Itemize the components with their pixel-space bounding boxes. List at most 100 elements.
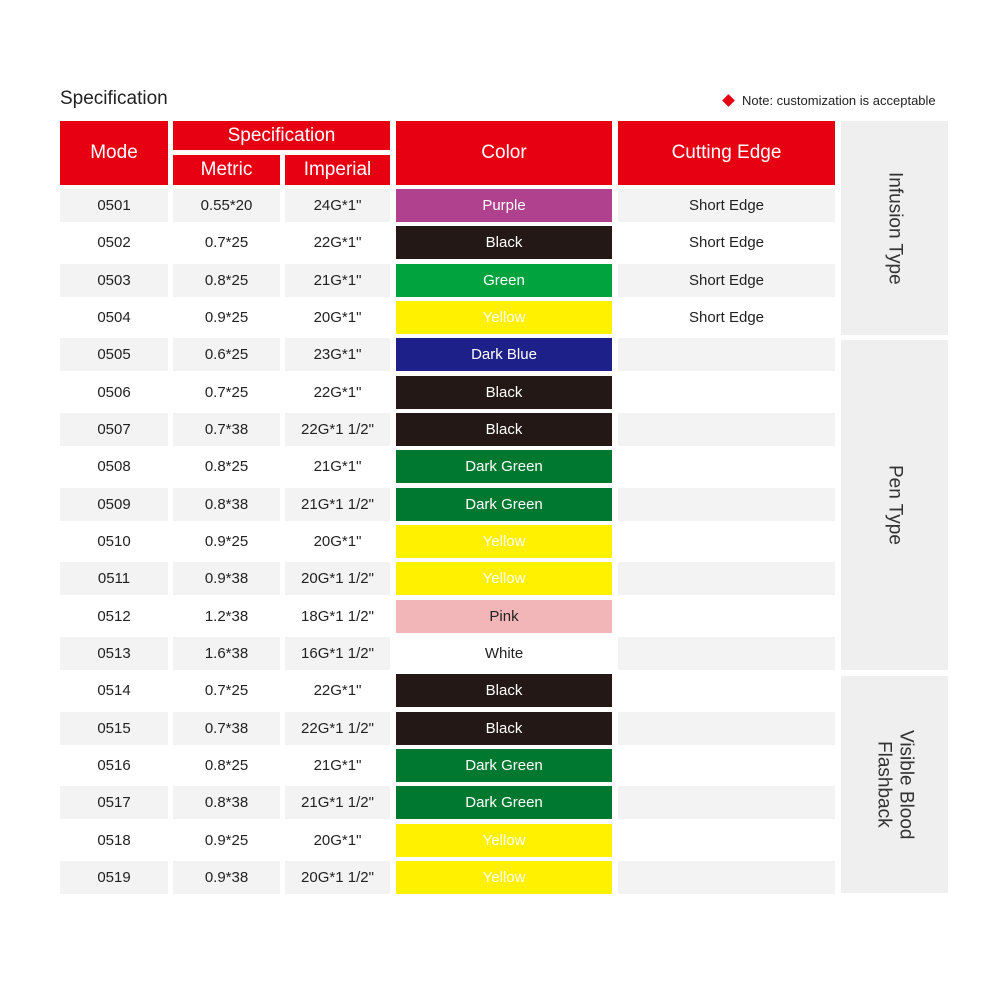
color-cell: Dark Green bbox=[396, 487, 612, 521]
cell: 21G*1 1/2" bbox=[285, 786, 390, 820]
cell: 0.55*20 bbox=[173, 189, 280, 222]
cell: 0.8*25 bbox=[204, 756, 249, 774]
cell: 0.7*25 bbox=[204, 383, 249, 401]
color-cell: Yellow bbox=[396, 300, 612, 334]
group-label: Visible Blood Flashback bbox=[841, 676, 948, 893]
cell: 20G*1" bbox=[313, 831, 362, 849]
cell: 0513 bbox=[60, 636, 168, 670]
cell: 0.7*38 bbox=[173, 412, 280, 446]
color-cell: Yellow bbox=[396, 823, 612, 857]
cell bbox=[618, 412, 835, 446]
header-cell: Metric bbox=[173, 155, 280, 185]
color-cell: Yellow bbox=[396, 524, 612, 558]
cell: 0.9*38 bbox=[173, 562, 280, 596]
cell bbox=[618, 674, 835, 707]
cell: 21G*1" bbox=[285, 263, 390, 297]
note-icon bbox=[722, 94, 735, 107]
cell bbox=[618, 562, 835, 596]
cell: Short Edge bbox=[618, 263, 835, 297]
cell: 23G*1" bbox=[285, 338, 390, 372]
cell: 0518 bbox=[97, 831, 131, 849]
cell bbox=[618, 376, 835, 409]
cell bbox=[618, 338, 835, 372]
color-cell: Black bbox=[396, 674, 612, 708]
color-cell: Pink bbox=[396, 599, 612, 633]
cell: 0510 bbox=[97, 532, 131, 550]
color-cell: Yellow bbox=[396, 860, 612, 894]
cell: 0519 bbox=[60, 860, 168, 894]
cell: 0509 bbox=[60, 487, 168, 521]
color-cell: Yellow bbox=[396, 562, 612, 596]
header-cell: Cutting Edge bbox=[618, 121, 835, 185]
cell: 20G*1 1/2" bbox=[285, 860, 390, 894]
cell: 0515 bbox=[60, 711, 168, 745]
cell: 0514 bbox=[97, 682, 131, 700]
color-cell: Dark Blue bbox=[396, 338, 612, 372]
group-text: Visible Blood Flashback bbox=[873, 729, 917, 840]
cell bbox=[618, 450, 835, 483]
color-cell: Black bbox=[396, 711, 612, 745]
cell: 0.9*25 bbox=[204, 831, 249, 849]
color-cell: Purple bbox=[396, 189, 612, 222]
cell: 21G*1" bbox=[313, 458, 362, 476]
cell: 0.9*25 bbox=[204, 532, 249, 550]
color-cell: Dark Green bbox=[396, 786, 612, 820]
cell: 0505 bbox=[60, 338, 168, 372]
cell: 0512 bbox=[97, 607, 131, 625]
cell: 22G*1" bbox=[313, 234, 362, 252]
cell: 0507 bbox=[60, 412, 168, 446]
cell bbox=[618, 600, 835, 633]
cell bbox=[618, 487, 835, 521]
cell: 0.9*38 bbox=[173, 860, 280, 894]
group-label: Pen Type bbox=[841, 340, 948, 670]
cell: 21G*1" bbox=[313, 756, 362, 774]
cell: 0516 bbox=[97, 756, 131, 774]
cell: 22G*1 1/2" bbox=[285, 412, 390, 446]
cell: 0502 bbox=[97, 234, 131, 252]
note: Note: customization is acceptable bbox=[742, 92, 936, 108]
cell: 24G*1" bbox=[285, 189, 390, 222]
title: Specification bbox=[60, 88, 168, 109]
color-cell: Black bbox=[396, 375, 612, 409]
cell: 16G*1 1/2" bbox=[285, 636, 390, 670]
cell bbox=[618, 749, 835, 782]
cell: 0504 bbox=[97, 308, 131, 326]
cell: 0.9*25 bbox=[204, 308, 249, 326]
header-cell: Specification bbox=[173, 121, 390, 150]
cell bbox=[618, 636, 835, 670]
cell: 0517 bbox=[60, 786, 168, 820]
cell: Short Edge bbox=[618, 189, 835, 222]
color-cell: Dark Green bbox=[396, 450, 612, 484]
cell: 0.7*38 bbox=[173, 711, 280, 745]
cell: 0.8*25 bbox=[204, 458, 249, 476]
cell: 0.8*38 bbox=[173, 487, 280, 521]
cell: 0.8*38 bbox=[173, 786, 280, 820]
cell: 21G*1 1/2" bbox=[285, 487, 390, 521]
color-cell: Green bbox=[396, 263, 612, 297]
cell bbox=[618, 824, 835, 857]
group-label: Infusion Type bbox=[841, 121, 948, 335]
cell bbox=[618, 786, 835, 820]
cell: 0.7*25 bbox=[204, 682, 249, 700]
cell: 20G*1" bbox=[313, 308, 362, 326]
color-cell: White bbox=[396, 636, 612, 670]
cell: Short Edge bbox=[688, 308, 765, 326]
cell: 0506 bbox=[97, 383, 131, 401]
cell: 0503 bbox=[60, 263, 168, 297]
cell bbox=[618, 860, 835, 894]
cell: 22G*1" bbox=[313, 682, 362, 700]
header-cell: Color bbox=[396, 121, 612, 185]
cell bbox=[618, 525, 835, 558]
cell: 0.7*25 bbox=[204, 234, 249, 252]
cell: 22G*1" bbox=[313, 383, 362, 401]
cell bbox=[618, 711, 835, 745]
cell: 0.6*25 bbox=[173, 338, 280, 372]
cell: 22G*1 1/2" bbox=[285, 711, 390, 745]
cell: Short Edge bbox=[688, 234, 765, 252]
color-cell: Dark Green bbox=[396, 748, 612, 782]
color-cell: Black bbox=[396, 412, 612, 446]
cell: 18G*1 1/2" bbox=[301, 607, 374, 625]
cell: 20G*1 1/2" bbox=[285, 562, 390, 596]
header-cell: Imperial bbox=[285, 155, 390, 185]
